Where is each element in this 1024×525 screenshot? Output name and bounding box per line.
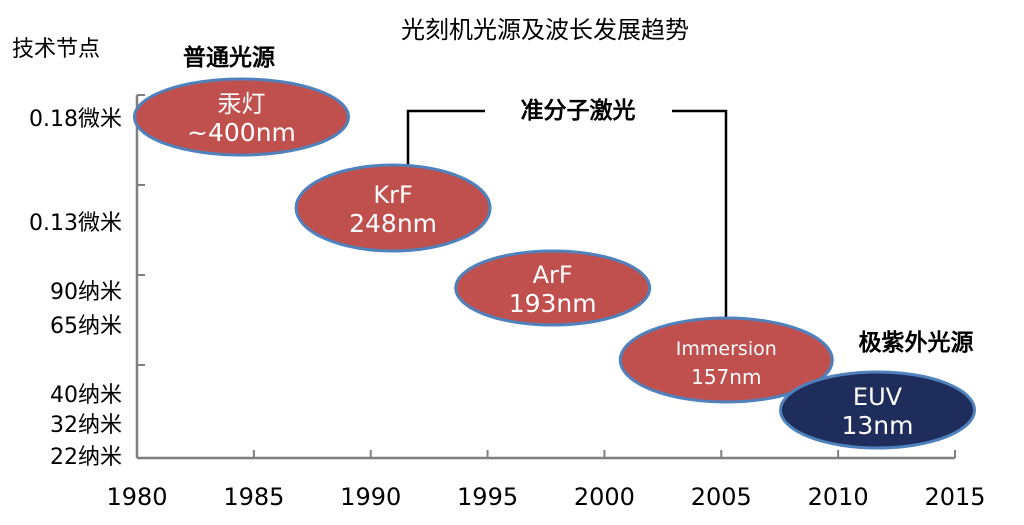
- y-tick-label-6: 22纳米: [50, 445, 122, 470]
- x-tick-label-2010: 2010: [808, 483, 869, 511]
- point-label-source-4: EUV: [853, 383, 903, 411]
- point-label-wavelength-3: 157nm: [691, 365, 761, 389]
- point-label-wavelength-2: 193nm: [509, 289, 597, 318]
- y-axis-label: 技术节点: [12, 37, 100, 62]
- bracket-right: [672, 109, 728, 325]
- point-label-source-1: KrF: [373, 181, 412, 209]
- y-tick-label-0: 0.18微米: [29, 107, 122, 132]
- point-label-wavelength-1: 248nm: [349, 209, 437, 238]
- point-label-wavelength-4: 13nm: [842, 411, 914, 440]
- bracket-left: [406, 109, 485, 170]
- x-tick-label-1990: 1990: [340, 483, 401, 511]
- point-0: 汞灯~400nm: [132, 77, 350, 157]
- y-tick-label-1: 0.13微米: [29, 211, 122, 236]
- point-ellipse-2: [454, 249, 652, 327]
- y-tick-label-3: 65纳米: [50, 314, 122, 339]
- point-label-source-2: ArF: [533, 261, 573, 289]
- point-3: Immersion 157nm: [618, 316, 834, 404]
- point-label-wavelength-0: ~400nm: [187, 118, 296, 147]
- x-tick-label-1980: 1980: [106, 483, 167, 511]
- point-label-source-0: 汞灯: [217, 90, 265, 118]
- axes: 1980 1985 1990 1995 2000 2005 2010 2015 0.18微米 0.…: [29, 94, 986, 511]
- x-tick-label-2015: 2015: [924, 483, 985, 511]
- point-ellipse-0: [132, 77, 350, 157]
- y-tick-label-4: 40纳米: [50, 383, 122, 408]
- x-tick-label-2000: 2000: [574, 483, 635, 511]
- y-tick-label-2: 90纳米: [50, 280, 122, 305]
- point-label-source-3: Immersion: [676, 338, 777, 360]
- point-ellipse-1: [294, 163, 492, 253]
- data-points: 汞灯~400nmKrF248nmArF193nmImmersion157nmEU…: [132, 77, 977, 450]
- annotation-ordinary-light: 普通光源: [183, 44, 275, 71]
- x-tick-label-1985: 1985: [223, 483, 284, 511]
- annotation-euv-source: 极紫外光源: [859, 329, 974, 356]
- x-tick-label-2005: 2005: [691, 483, 752, 511]
- y-tick-label-5: 32纳米: [50, 413, 122, 438]
- point-ellipse-4: [779, 370, 977, 450]
- chart-title: 光刻机光源及波长发展趋势: [401, 16, 689, 44]
- annotation-excimer-laser: 准分子激光: [521, 97, 636, 124]
- point-ellipse-3: [618, 316, 834, 404]
- excimer-bracket: [406, 109, 728, 325]
- x-tick-label-1995: 1995: [457, 483, 518, 511]
